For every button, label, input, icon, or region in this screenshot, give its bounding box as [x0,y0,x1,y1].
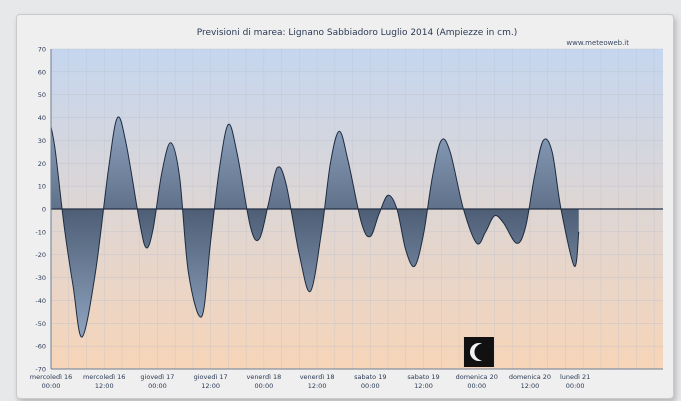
tide-line [51,116,580,338]
x-tick-label-day: domenica 20 [456,373,498,381]
x-tick-label-day: venerdì 18 [246,373,281,381]
y-tick-label: 20 [38,160,46,168]
x-tick-label-day: giovedì 17 [140,373,174,381]
x-tick-label-day: domenica 20 [509,373,551,381]
x-tick-label-time: 12:00 [201,382,220,390]
x-tick-label-time: 12:00 [308,382,327,390]
x-tick-label-time: 00:00 [42,382,61,390]
tide-area-positive [51,116,579,209]
x-tick-label-day: sabato 19 [354,373,386,381]
y-tick-label: -40 [35,297,46,305]
watermark: www.meteoweb.it [566,39,629,47]
y-tick-label: 0 [42,206,46,214]
x-tick-label-time: 00:00 [361,382,380,390]
x-tick-label-day: venerdì 18 [300,373,335,381]
plot-area: 706050403020100-10-20-30-40-50-60-70merc… [30,46,663,390]
x-tick-label-time: 00:00 [255,382,274,390]
y-tick-label: -50 [35,320,46,328]
x-tick-label-time: 12:00 [414,382,433,390]
y-tick-label: 10 [38,183,46,191]
x-tick-label-time: 00:00 [467,382,486,390]
area-group [51,116,580,338]
chart-title: Previsioni di marea: Lignano Sabbiadoro … [197,28,518,38]
x-tick-label-day: mercoledì 16 [83,373,126,381]
x-tick-label-day: sabato 19 [407,373,439,381]
y-tick-label: 70 [38,46,46,54]
x-tick-label-time: 12:00 [95,382,114,390]
y-tick-label: -70 [35,366,46,374]
tide-chart: Previsioni di marea: Lignano Sabbiadoro … [30,28,663,390]
y-tick-label: 30 [38,137,46,145]
chart-panel: Previsioni di marea: Lignano Sabbiadoro … [16,14,674,399]
y-tick-label: -30 [35,274,46,282]
y-tick-label: -20 [35,251,46,259]
x-tick-label-time: 00:00 [566,382,585,390]
x-tick-label-day: lunedì 21 [560,373,590,381]
x-tick-label-day: giovedì 17 [194,373,228,381]
y-tick-label: 40 [38,114,46,122]
moon-phase-icon [463,337,494,367]
x-tick-label-time: 12:00 [521,382,540,390]
y-tick-label: -60 [35,343,46,351]
y-tick-label: 60 [38,68,46,76]
y-tick-label: -10 [35,228,46,236]
x-tick-label-time: 00:00 [148,382,167,390]
y-tick-label: 50 [38,91,46,99]
x-tick-label-day: mercoledì 16 [30,373,73,381]
